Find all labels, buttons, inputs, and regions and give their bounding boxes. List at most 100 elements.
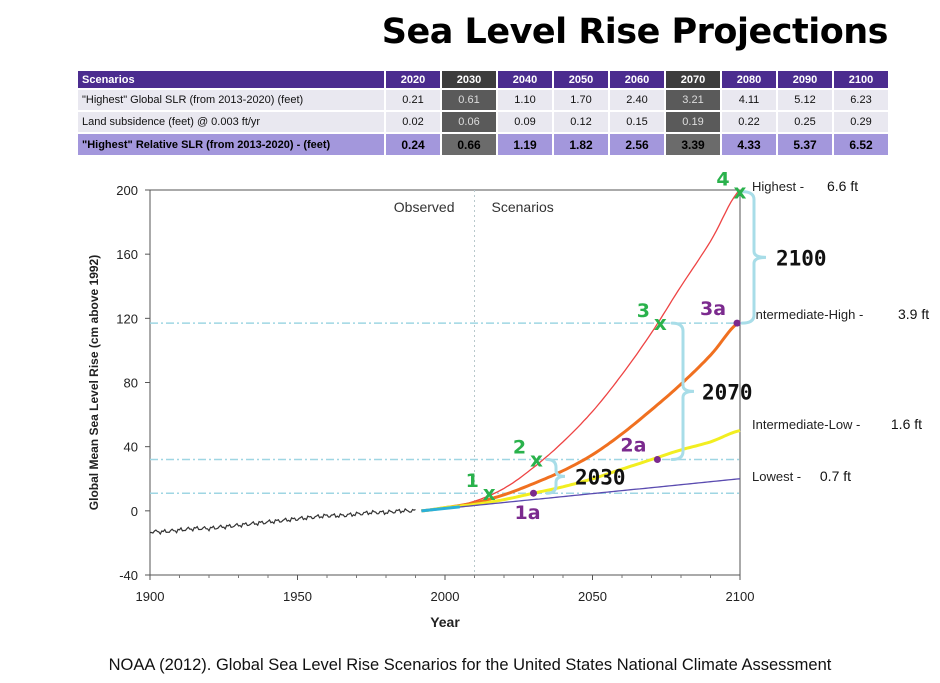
- x-tick-label: 2100: [726, 589, 755, 604]
- marker-label: 2: [513, 437, 526, 459]
- table-cell: 1.19: [498, 134, 552, 155]
- table-cell: 1.70: [554, 90, 608, 110]
- row-label: Land subsidence (feet) @ 0.003 ft/yr: [78, 112, 384, 132]
- table-cell: 0.15: [610, 112, 664, 132]
- year-header: 2060: [610, 71, 664, 88]
- marker-label: 4: [716, 169, 729, 191]
- dot-marker: [530, 489, 537, 497]
- x-axis-label: Year: [430, 614, 460, 630]
- table-cell: 1.10: [498, 90, 552, 110]
- table-cell: 0.61: [442, 90, 496, 110]
- citation-caption: NOAA (2012). Global Sea Level Rise Scena…: [108, 656, 832, 674]
- y-tick-label: 0: [131, 504, 138, 519]
- series-label-value: 0.7 ft: [820, 468, 851, 484]
- table-cell: 0.29: [834, 112, 888, 132]
- series-label: Intermediate-High -: [752, 307, 863, 322]
- x-marker: x: [654, 311, 667, 335]
- table-cell: 0.19: [666, 112, 720, 132]
- series-label-bg: [748, 465, 938, 487]
- year-header: 2050: [554, 71, 608, 88]
- table-cell: 3.21: [666, 90, 720, 110]
- bracket-label: 2030: [575, 465, 626, 489]
- scenarios-label: Scenarios: [492, 199, 554, 215]
- bracket-label: 2100: [776, 246, 827, 270]
- y-tick-label: 40: [124, 440, 138, 455]
- marker-label: 1a: [514, 502, 540, 524]
- year-header: 2080: [722, 71, 776, 88]
- row-label: "Highest" Relative SLR (from 2013-2020) …: [78, 134, 384, 155]
- table-row: Land subsidence (feet) @ 0.003 ft/yr 0.0…: [78, 112, 888, 132]
- scenario-table: Scenarios 2020 2030 2040 2050 2060 2070 …: [76, 69, 890, 157]
- year-header: 2090: [778, 71, 832, 88]
- table-cell: 5.37: [778, 134, 832, 155]
- x-tick-label: 1900: [136, 589, 165, 604]
- x-marker: x: [734, 180, 747, 204]
- x-tick-label: 2050: [578, 589, 607, 604]
- dot-marker: [733, 319, 741, 327]
- bracket: [545, 458, 566, 495]
- bracket: [670, 321, 695, 461]
- dot-marker: [653, 456, 661, 463]
- table-cell: 0.02: [386, 112, 440, 132]
- series-label: Lowest -: [752, 469, 801, 484]
- table-cell: 0.09: [498, 112, 552, 132]
- table-cell: 0.21: [386, 90, 440, 110]
- marker-label: 2a: [620, 435, 646, 457]
- table-header-row: Scenarios 2020 2030 2040 2050 2060 2070 …: [78, 71, 888, 88]
- series-line-highest: [421, 189, 741, 512]
- table-cell: 2.56: [610, 134, 664, 155]
- table-cell: 4.33: [722, 134, 776, 155]
- table-cell: 0.25: [778, 112, 832, 132]
- marker-label: 3: [637, 300, 650, 322]
- year-header: 2100: [834, 71, 888, 88]
- series-label: Intermediate-Low -: [752, 417, 860, 432]
- table-row: "Highest" Global SLR (from 2013-2020) (f…: [78, 90, 888, 110]
- table-cell: 0.06: [442, 112, 496, 132]
- plot-frame: [149, 189, 741, 576]
- y-tick-label: 80: [124, 376, 138, 391]
- series-line-lowest: [421, 478, 741, 512]
- table-header-label: Scenarios: [78, 71, 384, 88]
- table-cell: 0.66: [442, 134, 496, 155]
- series-label-value: 1.6 ft: [891, 416, 922, 432]
- observed-label: Observed: [394, 199, 455, 215]
- x-tick-label: 2000: [431, 589, 460, 604]
- marker-label: 3a: [700, 298, 726, 320]
- table-cell: 2.40: [610, 90, 664, 110]
- y-tick-label: 120: [116, 311, 138, 326]
- table-row-total: "Highest" Relative SLR (from 2013-2020) …: [78, 134, 888, 155]
- series-label-value: 3.9 ft: [898, 306, 929, 322]
- y-axis-label: Global Mean Sea Level Rise (cm above 199…: [87, 255, 101, 510]
- series-label: Highest -: [752, 179, 804, 194]
- marker-label: 1: [466, 470, 479, 492]
- year-header: 2070: [666, 71, 720, 88]
- year-header: 2020: [386, 71, 440, 88]
- year-header: 2030: [442, 71, 496, 88]
- series-label-value: 6.6 ft: [827, 178, 858, 194]
- bracket: [740, 190, 767, 325]
- table-cell: 4.11: [722, 90, 776, 110]
- near-term-highlight: [421, 505, 460, 513]
- series-label-bg: [748, 413, 938, 435]
- series-line-intermediate-low: [421, 429, 741, 513]
- series-line-intermediate-high: [421, 320, 741, 513]
- series-label-bg: [748, 303, 938, 325]
- y-tick-label: 160: [116, 247, 138, 262]
- y-tick-label: 200: [116, 183, 138, 198]
- series-label-bg: [748, 175, 938, 197]
- bracket-label: 2070: [702, 380, 753, 404]
- table-cell: 6.23: [834, 90, 888, 110]
- table-cell: 3.39: [666, 134, 720, 155]
- sea-level-chart: Observed Scenarios 200 160 120 80 40 0 -40 1900 19…: [87, 168, 938, 630]
- x-marker: x: [530, 448, 543, 472]
- row-label: "Highest" Global SLR (from 2013-2020) (f…: [78, 90, 384, 110]
- table-cell: 0.12: [554, 112, 608, 132]
- x-tick-label: 1950: [283, 589, 312, 604]
- table-cell: 6.52: [834, 134, 888, 155]
- table-cell: 0.22: [722, 112, 776, 132]
- table-cell: 5.12: [778, 90, 832, 110]
- table-cell: 1.82: [554, 134, 608, 155]
- x-marker: x: [483, 481, 496, 505]
- table-cell: 0.24: [386, 134, 440, 155]
- observed-line: [150, 507, 416, 536]
